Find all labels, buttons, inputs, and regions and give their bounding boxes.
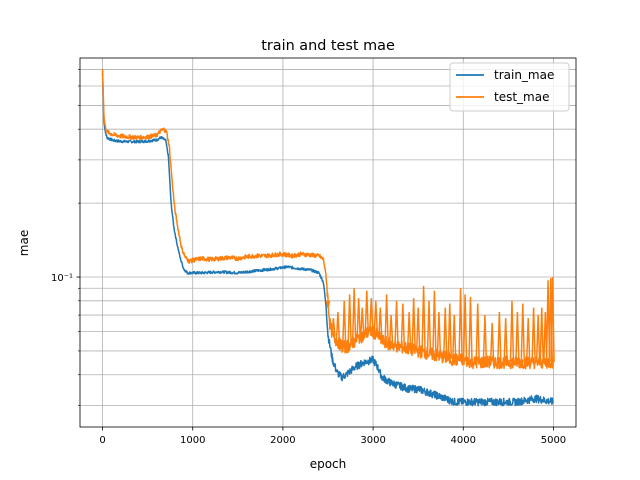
test-mae-spike <box>482 315 488 363</box>
plot-series <box>101 69 555 407</box>
test-mae-spike <box>432 290 437 355</box>
test-mae-spike <box>356 298 361 338</box>
chart-title: train and test mae <box>261 38 395 54</box>
test-mae-spike <box>360 307 365 336</box>
test-mae-spike <box>373 300 379 334</box>
test-mae-spike <box>515 312 520 363</box>
test-mae-spike <box>447 303 452 359</box>
x-tick-label: 1000 <box>180 435 205 446</box>
series-line-train-mae <box>101 72 554 407</box>
test-mae-spike <box>331 318 336 337</box>
test-mae-spike <box>535 315 541 363</box>
test-mae-spike <box>415 307 421 351</box>
test-mae-spike <box>525 318 531 363</box>
test-mae-spike <box>452 315 457 360</box>
axis-ticks: 0 1000 2000 3000 4000 5000 10⁻¹ <box>51 69 566 446</box>
test-mae-spike <box>325 300 331 308</box>
test-mae-spike <box>497 312 502 363</box>
x-tick-label: 5000 <box>541 435 566 446</box>
series-line-test-mae <box>101 69 554 370</box>
test-mae-spike <box>394 300 399 346</box>
test-mae-spike <box>458 288 463 360</box>
test-mae-spike <box>421 285 426 353</box>
test-mae-spike <box>369 298 374 332</box>
y-tick-label: 10⁻¹ <box>51 273 73 284</box>
test-mae-spike <box>351 288 357 342</box>
test-mae-spike <box>411 298 416 350</box>
test-mae-spike <box>406 312 412 349</box>
test-mae-spike <box>364 290 370 333</box>
test-mae-spike <box>341 300 347 347</box>
x-tick-label: 3000 <box>360 435 385 446</box>
x-axis-label: epoch <box>310 457 347 471</box>
test-mae-spike <box>462 294 468 361</box>
y-axis-label: mae <box>17 230 31 256</box>
test-mae-spike <box>378 307 383 339</box>
test-mae-spike <box>475 303 480 363</box>
test-mae-spike <box>436 312 442 356</box>
legend-label-train-mae: train_mae <box>494 68 554 82</box>
test-mae-spike <box>539 307 544 363</box>
x-tick-label: 2000 <box>270 435 295 446</box>
test-mae-spike <box>509 300 515 363</box>
test-mae-spike <box>347 294 352 346</box>
test-mae-spike <box>531 307 536 363</box>
test-mae-spike <box>442 307 448 358</box>
test-mae-spike <box>468 296 473 362</box>
test-mae-spike <box>384 294 389 343</box>
plot-frame <box>79 57 577 428</box>
test-mae-spike <box>489 322 495 363</box>
x-tick-label: 0 <box>99 435 105 446</box>
test-mae-spike <box>400 303 406 348</box>
x-tick-label: 4000 <box>451 435 476 446</box>
test-mae-spike <box>426 300 432 354</box>
test-mae-spike <box>520 303 526 363</box>
test-mae-spike <box>550 277 555 363</box>
test-mae-spike <box>335 312 341 342</box>
test-mae-spike <box>503 318 508 363</box>
legend-label-test-mae: test_mae <box>494 90 549 104</box>
legend: train_mae test_mae <box>449 62 570 112</box>
test-mae-spike <box>388 315 394 345</box>
